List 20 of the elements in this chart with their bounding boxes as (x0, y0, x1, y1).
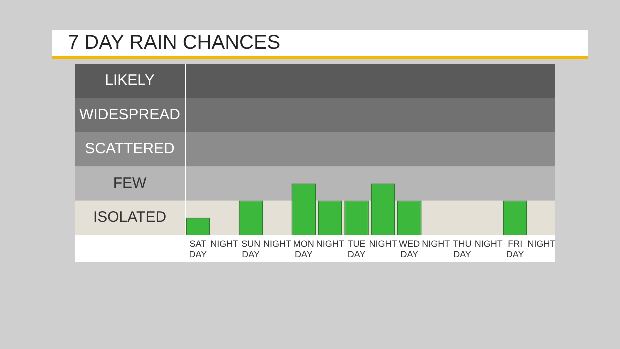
band-label: FEW (113, 174, 148, 192)
x-tick-label: TUE DAY (348, 238, 366, 260)
band-label: ISOLATED (93, 209, 167, 226)
band-label: WIDESPREAD (80, 106, 181, 124)
x-tick-label: NIGHT (474, 238, 504, 249)
x-tick-label: NIGHT (422, 238, 451, 249)
band-label: SCATTERED (85, 140, 176, 158)
band-label: LIKELY (105, 72, 155, 90)
x-tick-label: NIGHT (316, 238, 345, 249)
x-tick-label: NIGHT (369, 238, 398, 249)
x-tick-label: NIGHT (528, 238, 556, 249)
x-tick-label: NIGHT (264, 238, 292, 249)
x-tick-label: MON DAY (293, 238, 314, 260)
x-tick-label: WED DAY (399, 238, 421, 260)
x-tick-label: SAT DAY (189, 238, 208, 260)
x-tick-label: SUN DAY (242, 238, 261, 260)
x-tick-label: FRI DAY (506, 238, 524, 260)
x-tick-label: THU DAY (453, 238, 472, 260)
chart-title: 7 DAY RAIN CHANCES (52, 30, 588, 59)
x-tick-label: NIGHT (210, 238, 240, 249)
